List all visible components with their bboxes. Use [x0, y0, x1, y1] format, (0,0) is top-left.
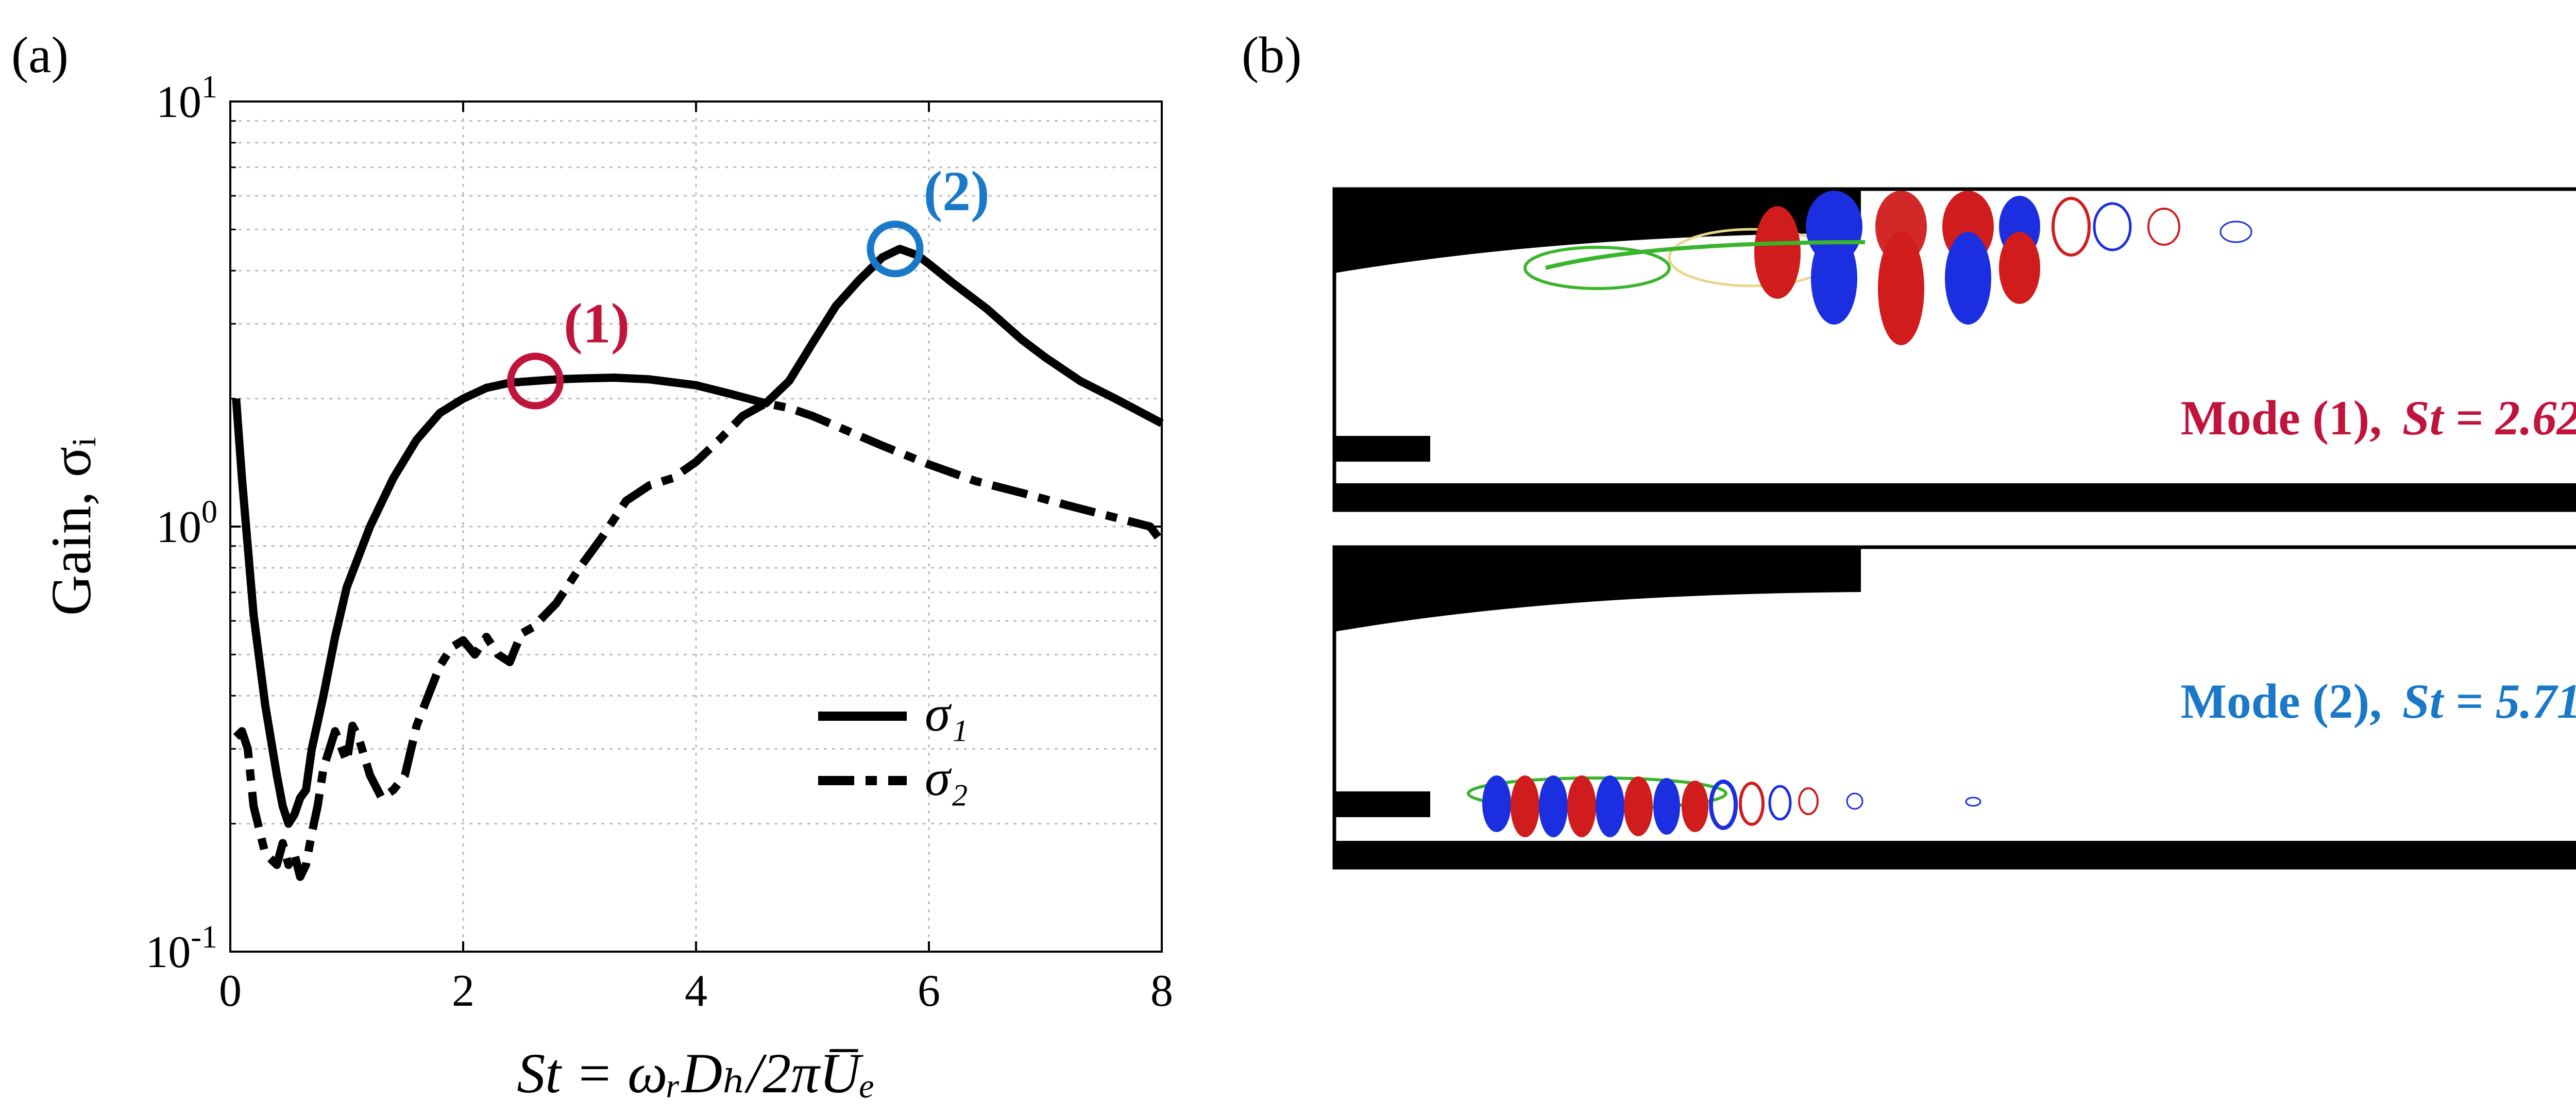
x-axis-label: St = ωᵣDₕ/2πU̅ₑ	[517, 1042, 875, 1105]
y-tick-label: 101	[156, 70, 217, 127]
mode1-contours	[1523, 191, 2252, 345]
x-tick-label: 0	[219, 966, 242, 1016]
legend-label-sigma2: σ₂	[925, 749, 968, 806]
mode2-label: Mode (2), St = 5.71	[2180, 674, 2576, 729]
tick-layer: 0 2 4 6 8 10-1 100 101	[145, 70, 1173, 1016]
mode-marker-2	[867, 221, 924, 278]
mode2-contours	[1467, 775, 1981, 837]
y-tick-label: 100	[156, 495, 217, 552]
y-tick-label: 10-1	[145, 920, 217, 977]
x-tick-label: 6	[918, 966, 940, 1016]
x-tick-label: 2	[452, 966, 474, 1016]
series-line-sigma2	[233, 399, 1165, 881]
legend-label-sigma1: σ₁	[925, 685, 968, 742]
mode-marker-label-2: (2)	[923, 160, 989, 223]
legend: σ₁ σ₂	[818, 685, 968, 806]
mode1-lower-step	[1334, 436, 1430, 462]
mode1-upper-wall	[1334, 189, 1861, 273]
x-tick-label: 4	[685, 966, 707, 1016]
mode2-lower-step	[1334, 791, 1430, 817]
mode-shapes-panel: Mode (1), St = 2.62	[1332, 187, 2576, 870]
panel-a-label: (a)	[11, 26, 69, 83]
mode1-box: Mode (1), St = 2.62	[1332, 187, 2576, 512]
x-tick-label: 8	[1150, 966, 1173, 1016]
gain-chart: (1) (2) 0 2 4 6 8 10-1 100 101 Gain, σᵢ St = ωᵣD…	[40, 70, 1173, 1105]
mode-marker-1	[507, 352, 564, 410]
series-line-sigma1	[232, 245, 1164, 828]
mode1-label: Mode (1), St = 2.62	[2180, 391, 2576, 445]
series-layer	[232, 245, 1165, 881]
mode1-bottom-wall	[1334, 483, 2576, 510]
mode2-bottom-wall	[1334, 841, 2576, 868]
mode2-upper-wall	[1334, 547, 1861, 632]
panel-b-label: (b)	[1242, 26, 1302, 83]
mode2-box: Mode (2), St = 5.71	[1332, 545, 2576, 870]
mode-marker-label-1: (1)	[564, 292, 630, 355]
y-axis-label: Gain, σᵢ	[40, 437, 103, 616]
marker-layer: (1) (2)	[507, 160, 990, 410]
